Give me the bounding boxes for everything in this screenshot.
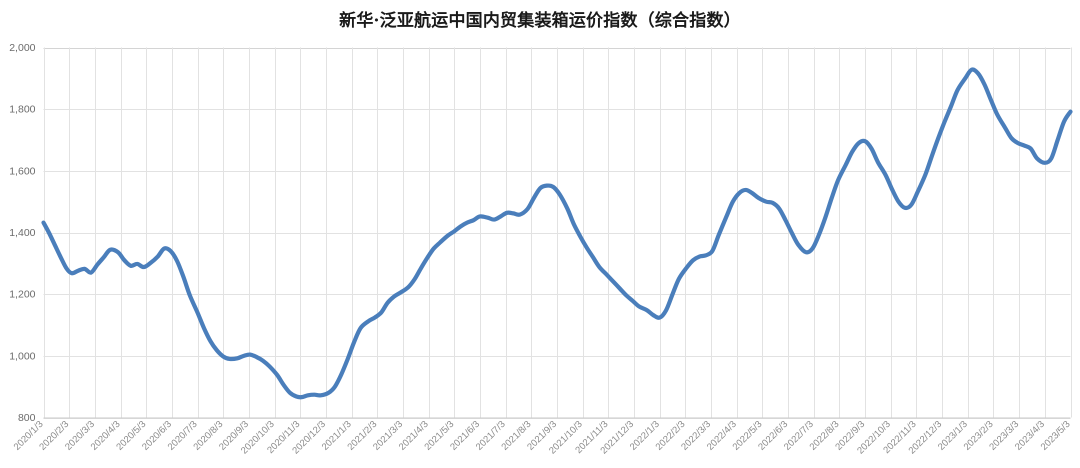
- x-axis-tick-labels: 2020/1/32020/2/32020/3/32020/4/32020/5/3…: [12, 419, 1073, 457]
- y-tick-label: 2,000: [9, 42, 35, 54]
- y-tick-label: 1,800: [9, 104, 35, 116]
- vertical-gridlines: [43, 47, 1072, 419]
- data-series-group: [41, 67, 1073, 400]
- y-tick-label: 1,200: [9, 289, 35, 301]
- y-tick-label: 1,600: [9, 165, 35, 177]
- y-tick-label: 1,000: [9, 350, 35, 362]
- series-line-comprehensive-index: [41, 67, 1073, 400]
- chart-title: 新华·泛亚航运中国内贸集装箱运价指数（综合指数）: [339, 11, 741, 31]
- y-axis-tick-labels: 800 1,000 1,200 1,400 1,600 1,800 2,000: [9, 42, 35, 424]
- y-tick-label: 1,400: [9, 227, 35, 239]
- y-tick-label: 800: [18, 412, 36, 424]
